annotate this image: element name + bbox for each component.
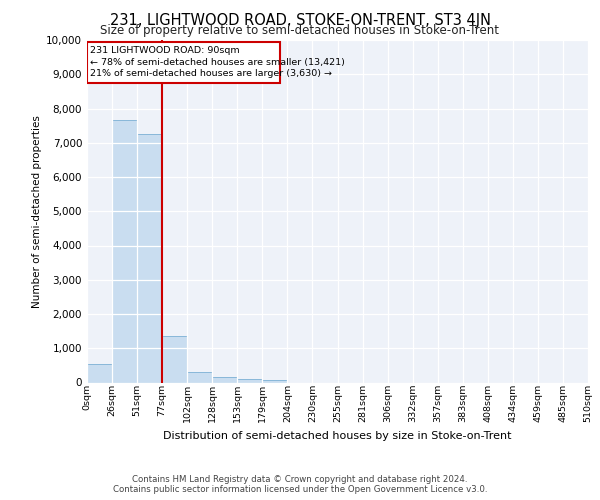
Y-axis label: Number of semi-detached properties: Number of semi-detached properties bbox=[32, 115, 42, 308]
Text: 21% of semi-detached houses are larger (3,630) →: 21% of semi-detached houses are larger (… bbox=[90, 69, 332, 78]
Bar bbox=[162, 336, 187, 382]
Text: Size of property relative to semi-detached houses in Stoke-on-Trent: Size of property relative to semi-detach… bbox=[101, 24, 499, 37]
Bar bbox=[137, 134, 162, 382]
Bar bbox=[187, 372, 212, 382]
Text: 231 LIGHTWOOD ROAD: 90sqm: 231 LIGHTWOOD ROAD: 90sqm bbox=[90, 46, 239, 55]
Text: Contains HM Land Registry data © Crown copyright and database right 2024.
Contai: Contains HM Land Registry data © Crown c… bbox=[113, 474, 487, 494]
Text: 231, LIGHTWOOD ROAD, STOKE-ON-TRENT, ST3 4JN: 231, LIGHTWOOD ROAD, STOKE-ON-TRENT, ST3… bbox=[110, 12, 491, 28]
Bar bbox=[262, 380, 287, 382]
Bar bbox=[87, 364, 112, 382]
FancyBboxPatch shape bbox=[87, 42, 280, 83]
Bar bbox=[112, 120, 137, 382]
Bar bbox=[212, 376, 238, 382]
Bar bbox=[238, 379, 262, 382]
X-axis label: Distribution of semi-detached houses by size in Stoke-on-Trent: Distribution of semi-detached houses by … bbox=[163, 430, 512, 440]
Text: ← 78% of semi-detached houses are smaller (13,421): ← 78% of semi-detached houses are smalle… bbox=[90, 58, 345, 67]
